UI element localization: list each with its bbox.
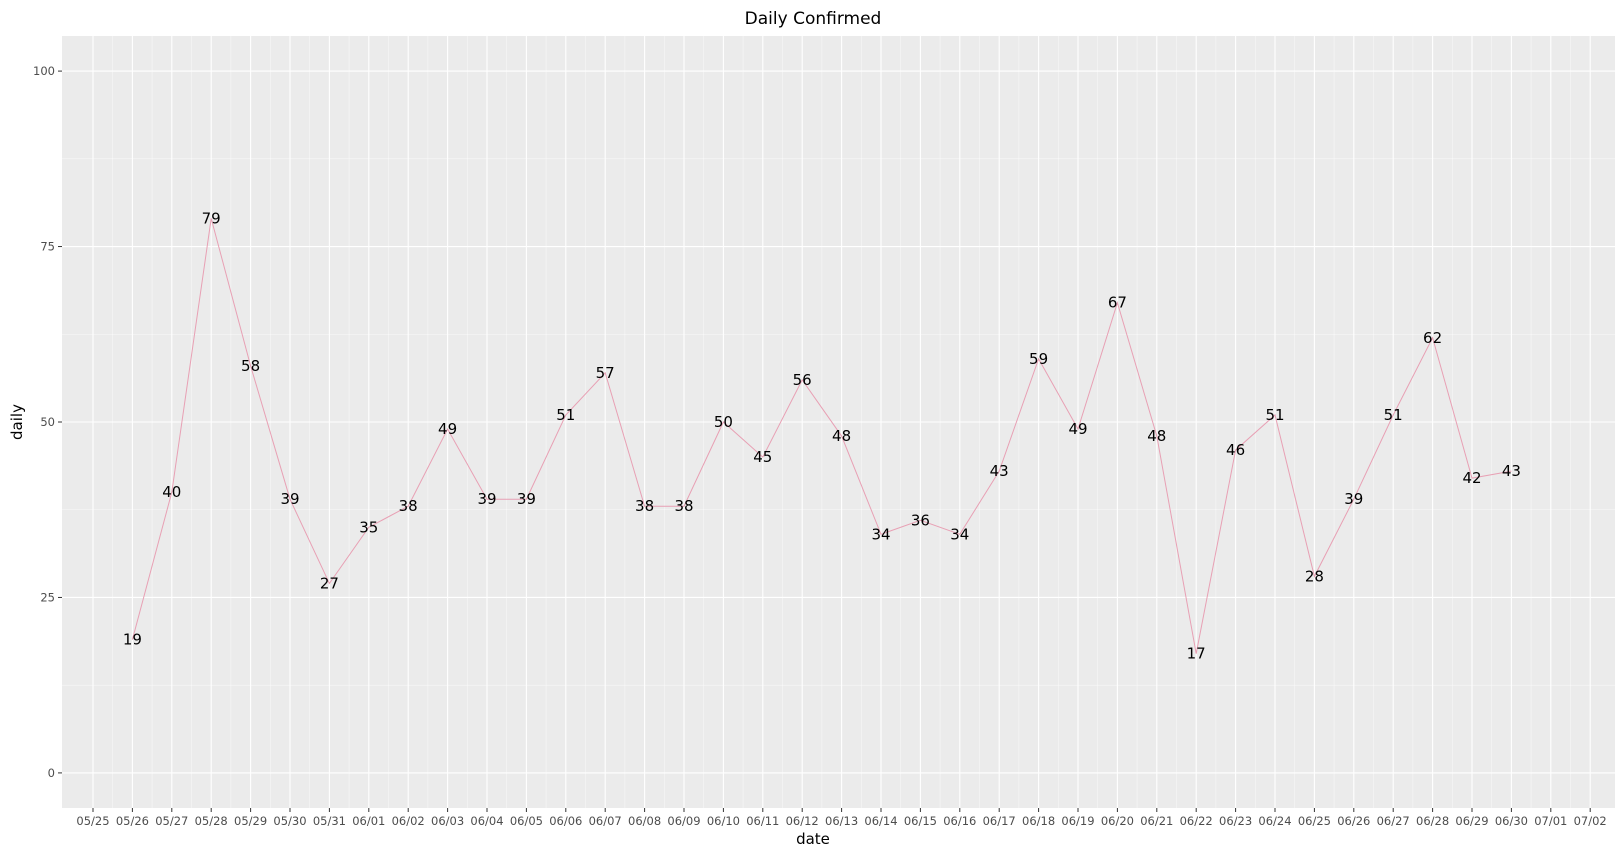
x-tick-label: 06/25 xyxy=(1298,814,1331,828)
data-label: 38 xyxy=(399,497,418,515)
x-tick-label: 06/22 xyxy=(1180,814,1213,828)
x-tick-label: 06/24 xyxy=(1258,814,1291,828)
data-label: 67 xyxy=(1108,294,1127,312)
x-tick-label: 06/30 xyxy=(1495,814,1528,828)
data-label: 39 xyxy=(517,490,536,508)
data-label: 17 xyxy=(1187,645,1206,663)
x-tick-label: 06/16 xyxy=(943,814,976,828)
data-label: 57 xyxy=(596,364,615,382)
x-tick-label: 05/30 xyxy=(273,814,306,828)
x-tick-label: 05/31 xyxy=(313,814,346,828)
data-label: 42 xyxy=(1462,469,1481,487)
x-tick-label: 07/02 xyxy=(1574,814,1607,828)
x-tick-label: 06/02 xyxy=(392,814,425,828)
x-tick-label: 06/09 xyxy=(667,814,700,828)
series-line-group xyxy=(131,218,1512,654)
y-axis-title: daily xyxy=(8,404,26,440)
x-tick-label: 06/29 xyxy=(1455,814,1488,828)
x-tick-label: 06/11 xyxy=(746,814,779,828)
x-tick-label: 06/03 xyxy=(431,814,464,828)
data-label: 38 xyxy=(674,497,693,515)
y-tick-label: 50 xyxy=(40,415,55,429)
data-label-group: 19 40 79 58 39 27 35 38 49 39 39 51 57 38 38 50 45 56 48 34… xyxy=(123,209,1521,662)
x-tick-label: 06/10 xyxy=(707,814,740,828)
data-label: 62 xyxy=(1423,329,1442,347)
x-tick-label: 06/17 xyxy=(983,814,1016,828)
data-label: 39 xyxy=(477,490,496,508)
data-label: 27 xyxy=(320,574,339,592)
data-label: 39 xyxy=(1344,490,1363,508)
y-axis: 0 25 50 75 100 xyxy=(33,64,62,780)
x-axis-title: date xyxy=(796,830,830,848)
x-tick-label: 06/27 xyxy=(1377,814,1410,828)
data-label: 48 xyxy=(1147,427,1166,445)
x-tick-label: 06/26 xyxy=(1337,814,1370,828)
data-label: 45 xyxy=(753,448,772,466)
chart-title: Daily Confirmed xyxy=(745,9,882,29)
x-tick-label: 06/28 xyxy=(1416,814,1449,828)
data-label: 51 xyxy=(1384,406,1403,424)
x-tick-label: 05/28 xyxy=(195,814,228,828)
y-tick-label: 0 xyxy=(48,766,55,780)
data-label: 19 xyxy=(123,631,142,649)
data-label: 50 xyxy=(714,413,733,431)
x-tick-label: 07/01 xyxy=(1534,814,1567,828)
data-label: 40 xyxy=(162,483,181,501)
x-tick-label: 05/25 xyxy=(76,814,109,828)
data-label: 38 xyxy=(635,497,654,515)
data-label: 58 xyxy=(241,357,260,375)
x-tick-label: 06/20 xyxy=(1101,814,1134,828)
data-label: 34 xyxy=(950,525,969,543)
x-tick-label: 06/21 xyxy=(1140,814,1173,828)
data-label: 43 xyxy=(1502,462,1521,480)
x-tick-label: 06/18 xyxy=(1022,814,1055,828)
x-tick-label: 06/14 xyxy=(864,814,897,828)
y-tick-label: 75 xyxy=(40,240,55,254)
x-tick-label: 06/12 xyxy=(786,814,819,828)
data-label: 56 xyxy=(793,371,812,389)
x-tick-label: 06/01 xyxy=(352,814,385,828)
x-axis: 05/25 05/26 05/27 05/28 05/29 05/30 05/31 06/01… xyxy=(76,808,1607,828)
x-tick-label: 06/05 xyxy=(510,814,543,828)
data-label: 59 xyxy=(1029,350,1048,368)
data-label: 46 xyxy=(1226,441,1245,459)
data-label: 48 xyxy=(832,427,851,445)
data-label: 36 xyxy=(911,511,930,529)
y-tick-label: 100 xyxy=(33,64,55,78)
x-tick-label: 06/19 xyxy=(1061,814,1094,828)
x-tick-label: 06/04 xyxy=(470,814,503,828)
x-tick-label: 06/08 xyxy=(628,814,661,828)
data-label: 35 xyxy=(359,518,378,536)
x-tick-label: 06/13 xyxy=(825,814,858,828)
data-label: 43 xyxy=(990,462,1009,480)
x-tick-label: 06/23 xyxy=(1219,814,1252,828)
x-tick-label: 06/07 xyxy=(589,814,622,828)
data-label: 49 xyxy=(1068,420,1087,438)
x-tick-label: 06/06 xyxy=(549,814,582,828)
data-label: 79 xyxy=(202,209,221,227)
x-tick-label: 05/27 xyxy=(155,814,188,828)
series-line xyxy=(131,218,1512,654)
x-tick-label: 05/29 xyxy=(234,814,267,828)
data-label: 49 xyxy=(438,420,457,438)
x-tick-label: 06/15 xyxy=(904,814,937,828)
y-tick-label: 25 xyxy=(40,590,55,604)
data-label: 39 xyxy=(280,490,299,508)
data-label: 28 xyxy=(1305,567,1324,585)
grid-lines xyxy=(62,36,1615,808)
x-tick-label: 05/26 xyxy=(116,814,149,828)
data-label: 51 xyxy=(556,406,575,424)
data-label: 34 xyxy=(871,525,890,543)
data-label: 51 xyxy=(1265,406,1284,424)
